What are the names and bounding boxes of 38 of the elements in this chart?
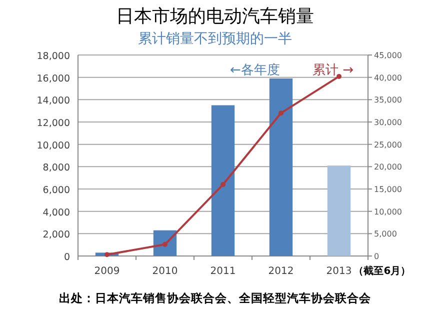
series-label: ←各年度 xyxy=(230,62,280,78)
x-tick-label: 2009 xyxy=(94,266,120,277)
series-label: 累计 → xyxy=(312,63,354,78)
y-tick-label: 16,000 xyxy=(36,73,70,84)
text: （截至6月） xyxy=(354,265,411,277)
bar xyxy=(327,166,351,256)
y2-tick-label: 45,000 xyxy=(374,51,402,60)
text: 出处：日本汽车销售协会联合会、全国轻型汽车协会联合会 xyxy=(59,291,372,305)
point xyxy=(220,182,226,188)
y-tick-label: 8,000 xyxy=(42,162,70,174)
point xyxy=(162,242,168,247)
y-tick-label: 12,000 xyxy=(36,118,70,129)
chart-subtitle: 累计销量不到预期的一半 xyxy=(138,31,292,47)
x-tick-label: 2012 xyxy=(268,266,294,277)
y2-tick-label: 30,000 xyxy=(374,118,402,127)
y-tick-label: 10,000 xyxy=(36,140,70,152)
y-tick-label: 14,000 xyxy=(36,96,70,107)
y2-tick-label: 20,000 xyxy=(374,162,402,172)
y-tick-label: 2,000 xyxy=(42,230,70,241)
point xyxy=(104,252,110,258)
chart-title: 日本市场的电动汽车销量 xyxy=(116,6,314,27)
y2-tick-label: 5,000 xyxy=(374,230,397,239)
x-tick-label: 2013 xyxy=(326,266,352,277)
y2-tick-label: 40,000 xyxy=(374,73,402,82)
bar xyxy=(269,78,293,256)
y-tick-label: 0 xyxy=(64,252,70,263)
x-tick-label: 2011 xyxy=(210,266,236,277)
x-tick-label: 2010 xyxy=(152,266,178,277)
y2-tick-label: 15,000 xyxy=(374,185,402,194)
point xyxy=(278,110,284,116)
y2-tick-label: 25,000 xyxy=(374,140,402,150)
y-tick-label: 18,000 xyxy=(36,51,70,62)
y2-tick-label: 35,000 xyxy=(374,96,402,105)
y2-tick-label: 0 xyxy=(374,252,380,261)
bar xyxy=(211,105,235,256)
y-tick-label: 6,000 xyxy=(42,185,70,196)
y-tick-label: 4,000 xyxy=(42,207,70,218)
y2-tick-label: 10,000 xyxy=(374,207,402,216)
